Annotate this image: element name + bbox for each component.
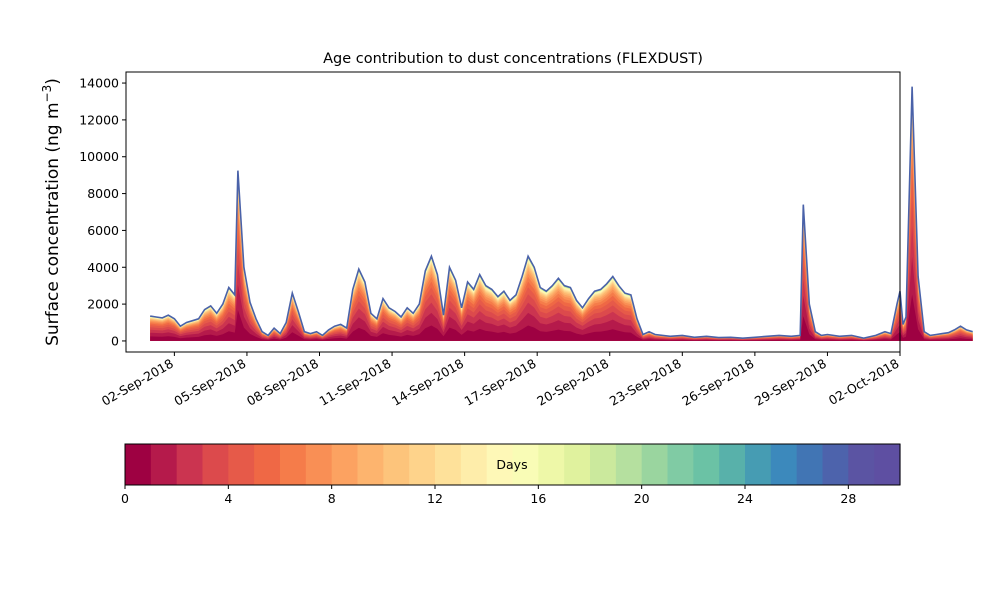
x-tick-label: 26-Sep-2018 [679, 356, 756, 409]
y-tick-label: 12000 [79, 112, 119, 127]
y-tick-label: 0 [111, 333, 119, 348]
chart-title: Age contribution to dust concentrations … [323, 51, 703, 67]
x-axis: 02-Sep-201805-Sep-201808-Sep-201811-Sep-… [99, 352, 902, 409]
x-tick-label: 20-Sep-2018 [534, 356, 611, 409]
x-tick-label: 02-Oct-2018 [826, 356, 902, 408]
x-tick-label: 02-Sep-2018 [99, 356, 176, 409]
x-tick-label: 23-Sep-2018 [607, 356, 684, 409]
y-tick-label: 8000 [87, 186, 119, 201]
colorbar-segment [486, 444, 514, 485]
colorbar-tick-label: 0 [121, 491, 129, 506]
colorbar-segment [435, 444, 462, 485]
colorbar-segment [848, 444, 875, 485]
colorbar-tick-label: 4 [224, 491, 232, 506]
colorbar-segment [383, 444, 410, 485]
colorbar-segment [409, 444, 436, 485]
colorbar-tick-label: 12 [427, 491, 443, 506]
colorbar-frame [124, 443, 901, 486]
y-tick-label: 2000 [87, 297, 119, 312]
colorbar-segment [357, 444, 384, 485]
colorbar-tick-label: 28 [840, 491, 856, 506]
y-axis-label-superscript: −3 [40, 85, 54, 103]
colorbar-segment [254, 444, 281, 485]
colorbar-tick-label: 16 [530, 491, 546, 506]
colorbar-segment [796, 444, 824, 485]
colorbar-segment [590, 444, 617, 485]
x-tick-label: 29-Sep-2018 [752, 356, 829, 409]
colorbar-segment [280, 444, 307, 485]
x-tick-label: 08-Sep-2018 [244, 356, 321, 409]
colorbar-segment [667, 444, 694, 485]
colorbar-segment [822, 444, 849, 485]
y-axis: 0 2000 4000 6000 8000 10000 12000 14000 [79, 76, 126, 348]
colorbar-segment [150, 444, 178, 485]
colorbar-segment [564, 444, 591, 485]
colorbar-label: Days [496, 457, 527, 472]
colorbar-segment [770, 444, 798, 485]
colorbar-tick-label: 24 [737, 491, 753, 506]
x-tick-label: 05-Sep-2018 [171, 356, 248, 409]
x-tick-label: 14-Sep-2018 [389, 356, 466, 409]
colorbar-segment [641, 444, 669, 485]
colorbar-segment [745, 444, 772, 485]
total-concentration-line [150, 86, 973, 340]
colorbar-segment [202, 444, 229, 485]
colorbar-segment [615, 444, 643, 485]
colorbar-segment [693, 444, 720, 485]
age-band-0-days [150, 294, 973, 341]
y-tick-label: 14000 [79, 76, 119, 91]
y-axis-label: Surface concentration (ng m−3) [40, 78, 63, 346]
colorbar-segment [176, 444, 204, 485]
colorbar-tick-label: 8 [328, 491, 336, 506]
colorbar-segment [719, 444, 746, 485]
plot-frame [125, 71, 901, 353]
y-tick-label: 10000 [79, 149, 119, 164]
colorbar-segment [228, 444, 255, 485]
y-tick-label: 4000 [87, 260, 119, 275]
colorbar-segment [125, 444, 152, 485]
colorbar-segment [512, 444, 539, 485]
colorbar-segment [460, 444, 488, 485]
colorbar-segment [331, 444, 359, 485]
colorbar-tick-label: 20 [634, 491, 650, 506]
plot-area [150, 86, 973, 341]
x-tick-label: 11-Sep-2018 [317, 356, 394, 409]
y-tick-label: 6000 [87, 223, 119, 238]
x-tick-label: 17-Sep-2018 [462, 356, 539, 409]
y-axis-label-text: Surface concentration (ng m [43, 102, 63, 345]
colorbar-segment [305, 444, 333, 485]
colorbar-segment [874, 444, 901, 485]
y-axis-label-close: ) [43, 78, 63, 85]
colorbar: 0 4 8 12 16 20 24 28 [121, 443, 901, 506]
colorbar-segment [538, 444, 565, 485]
